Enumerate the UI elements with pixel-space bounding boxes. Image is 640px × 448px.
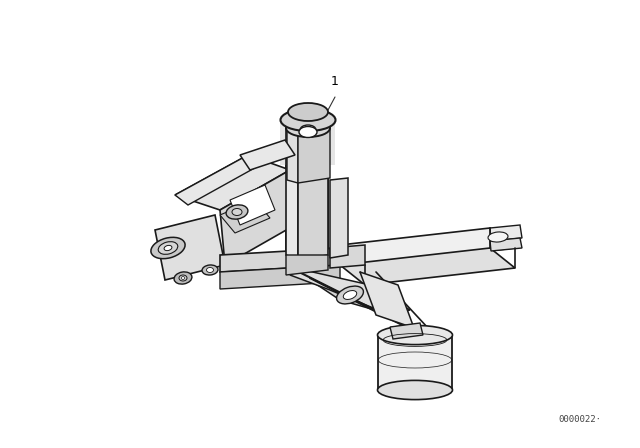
Ellipse shape — [182, 276, 184, 280]
Polygon shape — [490, 238, 522, 251]
Polygon shape — [175, 155, 260, 205]
Polygon shape — [220, 170, 295, 265]
Polygon shape — [286, 128, 298, 260]
Ellipse shape — [299, 126, 317, 138]
Polygon shape — [220, 200, 270, 233]
Polygon shape — [330, 178, 348, 258]
Ellipse shape — [378, 325, 452, 345]
Ellipse shape — [174, 272, 192, 284]
Polygon shape — [286, 255, 328, 275]
Ellipse shape — [207, 267, 214, 272]
Polygon shape — [280, 120, 335, 165]
Ellipse shape — [337, 286, 364, 304]
Polygon shape — [330, 245, 365, 268]
Polygon shape — [298, 118, 330, 183]
Ellipse shape — [164, 246, 172, 250]
Polygon shape — [220, 265, 340, 289]
Polygon shape — [155, 215, 225, 280]
Polygon shape — [175, 155, 290, 210]
Polygon shape — [360, 272, 414, 328]
Polygon shape — [298, 133, 328, 260]
Ellipse shape — [343, 291, 356, 299]
Polygon shape — [340, 228, 515, 265]
Ellipse shape — [280, 109, 335, 131]
Polygon shape — [295, 270, 375, 310]
Ellipse shape — [179, 275, 187, 281]
Ellipse shape — [300, 125, 316, 135]
Polygon shape — [230, 185, 275, 225]
Polygon shape — [220, 248, 340, 272]
Ellipse shape — [232, 208, 242, 215]
Polygon shape — [340, 248, 515, 285]
Ellipse shape — [288, 103, 328, 121]
Polygon shape — [240, 140, 295, 170]
Ellipse shape — [286, 119, 330, 137]
Ellipse shape — [151, 237, 185, 258]
Text: 0000022·: 0000022· — [559, 415, 602, 425]
Polygon shape — [390, 323, 423, 339]
Ellipse shape — [158, 241, 178, 254]
Text: 1: 1 — [331, 75, 339, 88]
Polygon shape — [287, 120, 298, 183]
Ellipse shape — [226, 205, 248, 219]
Polygon shape — [490, 225, 522, 241]
Ellipse shape — [202, 265, 218, 275]
Polygon shape — [290, 268, 410, 315]
Polygon shape — [378, 335, 452, 390]
Ellipse shape — [378, 380, 452, 400]
Ellipse shape — [488, 232, 508, 242]
